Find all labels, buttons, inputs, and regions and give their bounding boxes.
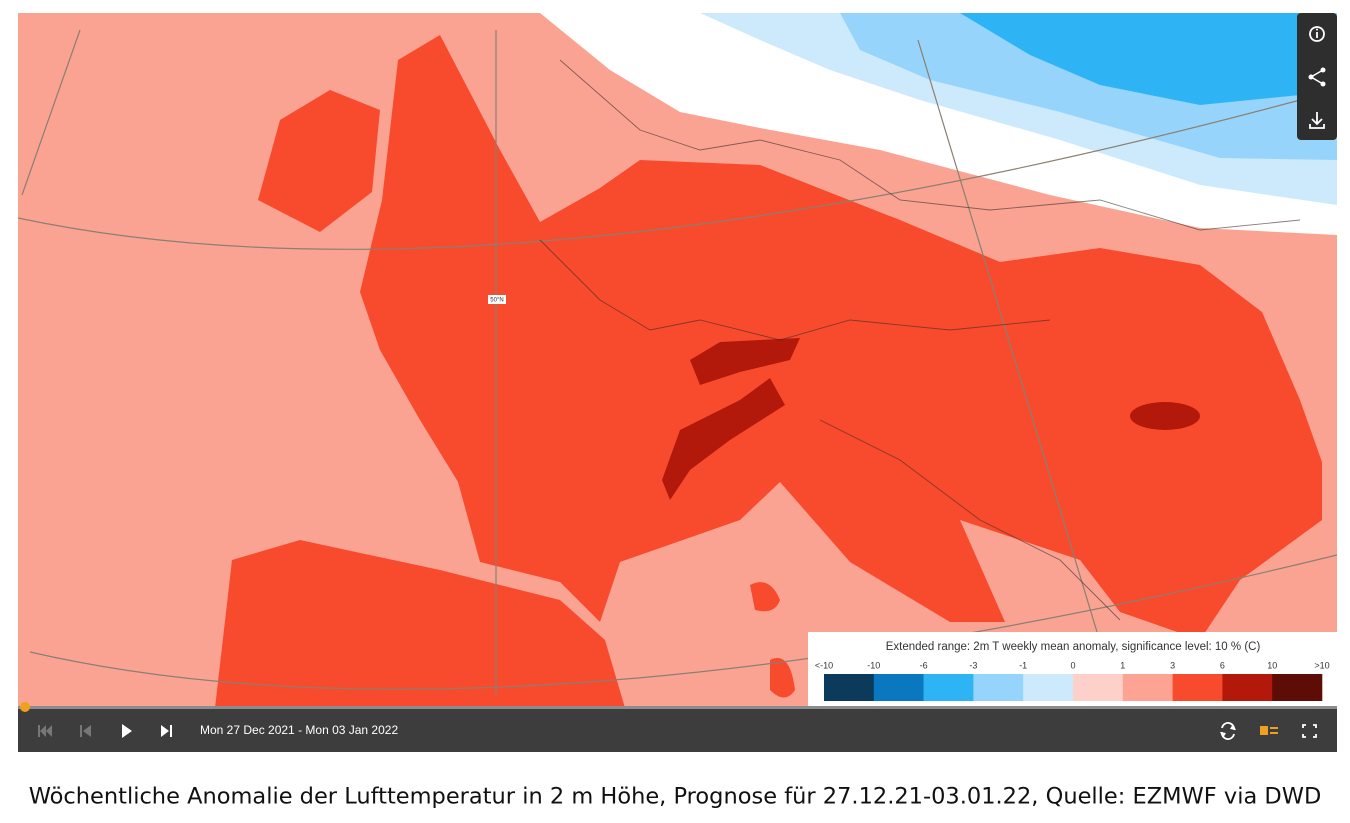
- legend-swatch: [1172, 674, 1223, 701]
- anomaly-zone: [662, 338, 800, 500]
- prev-button[interactable]: [80, 725, 91, 737]
- anomaly-zone: [215, 540, 625, 708]
- loop-button[interactable]: [1220, 722, 1236, 740]
- legend-swatch: [1073, 674, 1124, 701]
- toolbar-bg: [1297, 13, 1337, 140]
- anomaly-zone: [1130, 402, 1200, 430]
- legend-title: Extended range: 2m T weekly mean anomaly…: [886, 641, 1261, 653]
- anomaly-zone: [750, 582, 795, 698]
- control-bar-bg: [18, 708, 1337, 752]
- graticule: [29, 554, 1337, 690]
- graticule: [21, 29, 81, 196]
- legend-label: -3: [969, 660, 977, 670]
- caption: Wöchentliche Anomalie der Lufttemperatur…: [29, 784, 1322, 810]
- grid-label-box: [488, 295, 506, 304]
- legend-swatch: [1272, 674, 1323, 701]
- download-button[interactable]: [1309, 112, 1325, 129]
- timeline[interactable]: [18, 706, 1337, 709]
- legend-label: 3: [1170, 660, 1175, 670]
- legend-label: -10: [867, 660, 880, 670]
- first-button[interactable]: [38, 725, 52, 737]
- legend-label: <-10: [815, 660, 833, 670]
- timeline-handle[interactable]: [20, 702, 30, 712]
- map-toolbar: [1297, 13, 1337, 140]
- legend-swatch: [1222, 674, 1273, 701]
- legend-swatch: [973, 674, 1024, 701]
- legend-swatch: [873, 674, 924, 701]
- layers-button[interactable]: [1260, 726, 1278, 735]
- grid-label: 50°N: [490, 298, 503, 304]
- graticule: [917, 39, 1121, 708]
- legend-swatch: [824, 674, 875, 701]
- date-range: Mon 27 Dec 2021 - Mon 03 Jan 2022: [200, 723, 398, 737]
- legend-swatch: [923, 674, 974, 701]
- anomaly-zone: [960, 13, 1300, 105]
- legend-label: 1: [1120, 660, 1125, 670]
- anomaly-zone: [258, 90, 380, 232]
- legend-label: 0: [1070, 660, 1075, 670]
- borders: [539, 59, 1301, 621]
- share-button[interactable]: [1308, 67, 1326, 87]
- legend-swatch: [1122, 674, 1173, 701]
- map: 50°N: [18, 13, 1337, 708]
- fullscreen-button[interactable]: [1302, 724, 1317, 738]
- legend: Extended range: 2m T weekly mean anomaly…: [808, 632, 1337, 708]
- next-button[interactable]: [161, 725, 172, 737]
- anomaly-zone: [360, 35, 1322, 640]
- legend-label: 10: [1267, 660, 1277, 670]
- legend-swatch: [1023, 674, 1074, 701]
- play-button[interactable]: [122, 724, 132, 738]
- legend-label: -6: [920, 660, 928, 670]
- legend-label: -1: [1019, 660, 1027, 670]
- legend-label: >10: [1314, 660, 1329, 670]
- control-bar: Mon 27 Dec 2021 - Mon 03 Jan 2022: [18, 702, 1337, 752]
- graticule: [18, 89, 1337, 250]
- info-button[interactable]: [1309, 26, 1325, 42]
- legend-label: 6: [1220, 660, 1225, 670]
